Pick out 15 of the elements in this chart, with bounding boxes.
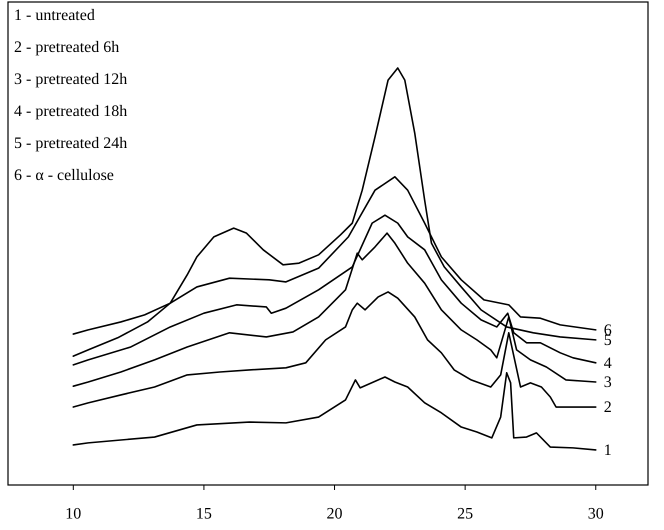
annotation: 5 - pretreated 24h	[14, 135, 128, 152]
series-label: 1	[604, 442, 612, 459]
annotation: 4 - pretreated 18h	[14, 103, 128, 120]
series-label: 3	[604, 374, 612, 391]
x-tick-label: 25	[457, 506, 474, 523]
series-label: 2	[604, 399, 612, 416]
x-tick-label: 30	[588, 506, 604, 523]
series-label: 4	[604, 354, 612, 372]
x-tick-label: 20	[326, 506, 343, 523]
text: 1 - untreated	[14, 7, 95, 24]
x-tick-label: 15	[196, 506, 212, 523]
annotation: 6 - α - cellulose	[14, 167, 114, 184]
text: 2 - pretreated 6h	[14, 39, 120, 56]
annotation: 3 - pretreated 12h	[14, 71, 128, 88]
x-tick-label: 10	[65, 506, 82, 523]
